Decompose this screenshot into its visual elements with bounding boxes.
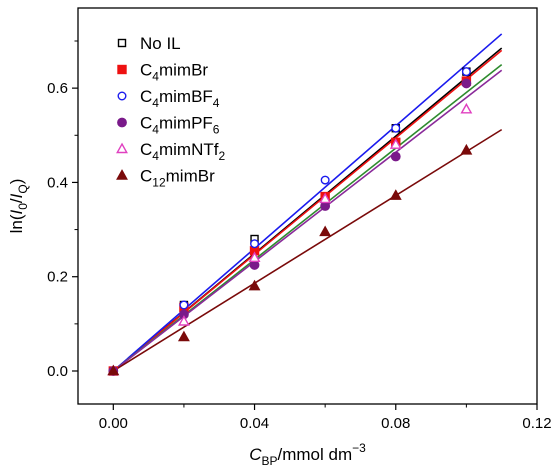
point-5-0 [107,364,120,376]
legend-marker-0 [117,38,127,48]
x-tick-label: 0.12 [522,415,551,432]
point-3-5 [461,78,472,89]
legend-label-1: C4mimBr [140,61,208,84]
legend-marker-1 [117,64,127,75]
point-5-5 [460,143,473,155]
y-tick-label: 0.6 [47,80,68,97]
y-tick-label: 0.0 [47,363,68,380]
point-2-5 [461,67,471,77]
fit-line-2 [112,33,503,372]
point-2-3 [320,175,330,185]
point-4-1 [177,315,190,326]
fit-line-4 [112,69,503,372]
point-4-3 [319,192,332,204]
x-axis-title: CBP/mmol dm−3 [249,441,366,468]
point-5-4 [389,189,402,200]
point-2-4 [391,123,401,133]
y-axis-title: ln(I0/IQ) [7,179,30,234]
x-tick-label: 0.00 [99,415,128,432]
point-4-5 [460,102,473,114]
y-tick-label: 0.4 [47,174,68,191]
legend-marker-4 [116,142,128,154]
x-tick-label: 0.04 [240,415,269,432]
y-tick-label: 0.2 [47,269,68,286]
legend-label-0: No IL [140,34,181,53]
legend-marker-2 [117,91,127,101]
plot-frame [77,7,538,405]
fit-line-5 [112,128,503,372]
point-5-1 [177,330,190,342]
fit-lines [112,33,503,372]
legend-label-2: C4mimBF4 [140,87,220,110]
legend-marker-3 [117,117,127,128]
point-5-2 [248,279,261,291]
data-points [107,67,473,376]
x-tick-label: 0.08 [381,415,410,432]
legend: No IL C4mimBr C4mimBF4 C4mimPF6 C4mimNTf2 C12… [116,34,225,190]
fit-line-1 [112,49,503,372]
axis-ticks: 0.00 0.04 0.08 0.12 0.0 0.2 0.4 0.6 [47,40,552,432]
point-2-2 [250,239,260,249]
legend-label-3: C4mimPF6 [140,114,220,137]
point-4-2 [248,251,261,263]
point-4-4 [389,138,402,149]
point-2-1 [179,300,189,310]
point-5-3 [319,225,332,237]
legend-label-4: C4mimNTf2 [140,140,225,163]
point-3-4 [390,151,401,162]
legend-marker-5 [116,169,128,180]
legend-label-5: C12mimBr [140,167,215,190]
